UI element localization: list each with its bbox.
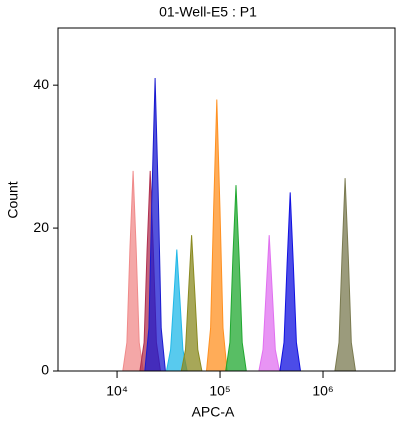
plot-frame (57, 27, 396, 372)
histogram-area (225, 185, 247, 372)
histogram-area (279, 192, 302, 372)
y-tick-label: 0 (41, 362, 49, 378)
histogram-area (144, 77, 166, 372)
histogram-area (122, 170, 144, 372)
histogram-area (165, 249, 188, 372)
chart-title: 01-Well-E5 : P1 (159, 4, 257, 20)
histogram-area (258, 235, 281, 372)
histogram-area (334, 178, 357, 372)
histogram-area (205, 99, 228, 372)
y-tick-label: 40 (33, 76, 49, 92)
x-tick-label: 10⁵ (209, 383, 230, 399)
x-tick-label: 10⁴ (106, 383, 128, 399)
y-axis-label: Count (5, 181, 21, 218)
x-tick-label: 10⁶ (312, 383, 333, 399)
histogram-area (180, 235, 203, 372)
y-tick-label: 20 (33, 219, 49, 235)
x-axis-label: APC-A (192, 404, 235, 420)
